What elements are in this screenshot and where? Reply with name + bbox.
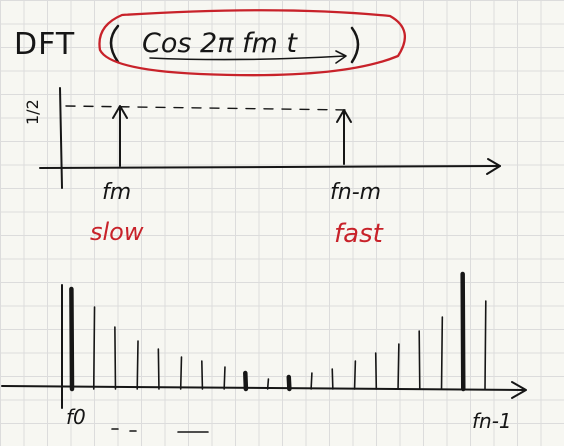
- header-expression: Cos 2π fm t: [142, 28, 298, 59]
- spectrum-spike: [157, 348, 160, 390]
- spectrum-spike: [286, 374, 292, 392]
- spectrum-spike: [374, 352, 378, 390]
- open-paren: [109, 24, 120, 64]
- note-slow: slow: [90, 218, 144, 246]
- spectrum-spike: [179, 356, 183, 390]
- close-paren: [350, 26, 360, 64]
- bottom-plot: f0 fn-1: [1, 271, 527, 433]
- top-x-axis-arrowhead: [486, 158, 501, 175]
- spectrum-spike: [484, 300, 487, 390]
- spectrum-spike: [353, 360, 357, 390]
- header-prefix: DFT: [14, 27, 75, 62]
- spectrum-spike: [223, 366, 226, 390]
- spectrum-spike: [310, 372, 313, 390]
- impulse-left-arrowhead: [112, 105, 128, 119]
- bottom-x-axis: [1, 385, 526, 391]
- spectrum-spike: [331, 368, 334, 390]
- label-fn-1: fn-1: [472, 409, 512, 433]
- label-fn-m: fn-m: [330, 180, 381, 205]
- underline-arrow: [149, 55, 346, 61]
- spectrum-spikes: [69, 271, 487, 392]
- spectrum-spike: [460, 271, 466, 392]
- spectrum-spike: [201, 360, 204, 390]
- label-fm: fm: [102, 180, 131, 205]
- y-tick-half-label: 1/2: [23, 99, 42, 125]
- header: DFT Cos 2π fm t: [14, 9, 406, 77]
- bottom-x-axis-arrowhead: [511, 381, 527, 399]
- spectrum-spike: [266, 378, 270, 390]
- ellipsis-dashes: [111, 428, 209, 433]
- half-level-dashed-line: [65, 105, 351, 111]
- note-fast: fast: [334, 219, 384, 249]
- label-f0: f0: [66, 405, 86, 429]
- red-highlight-loop: [98, 9, 406, 77]
- top-y-axis: [59, 87, 63, 189]
- spectrum-spike: [114, 326, 117, 390]
- underline-arrowhead: [335, 50, 347, 64]
- spectrum-spike: [136, 340, 139, 390]
- spectrum-spike: [69, 286, 75, 392]
- top-plot: 1/2 fm slow fn-m fast: [23, 87, 501, 249]
- spectrum-spike: [92, 306, 96, 390]
- impulse-right-arrowhead: [336, 109, 352, 123]
- top-x-axis: [39, 165, 501, 169]
- spectrum-spike: [243, 370, 249, 392]
- spectrum-spike: [418, 330, 421, 390]
- spectrum-spike: [397, 343, 400, 390]
- spectrum-spike: [440, 316, 444, 390]
